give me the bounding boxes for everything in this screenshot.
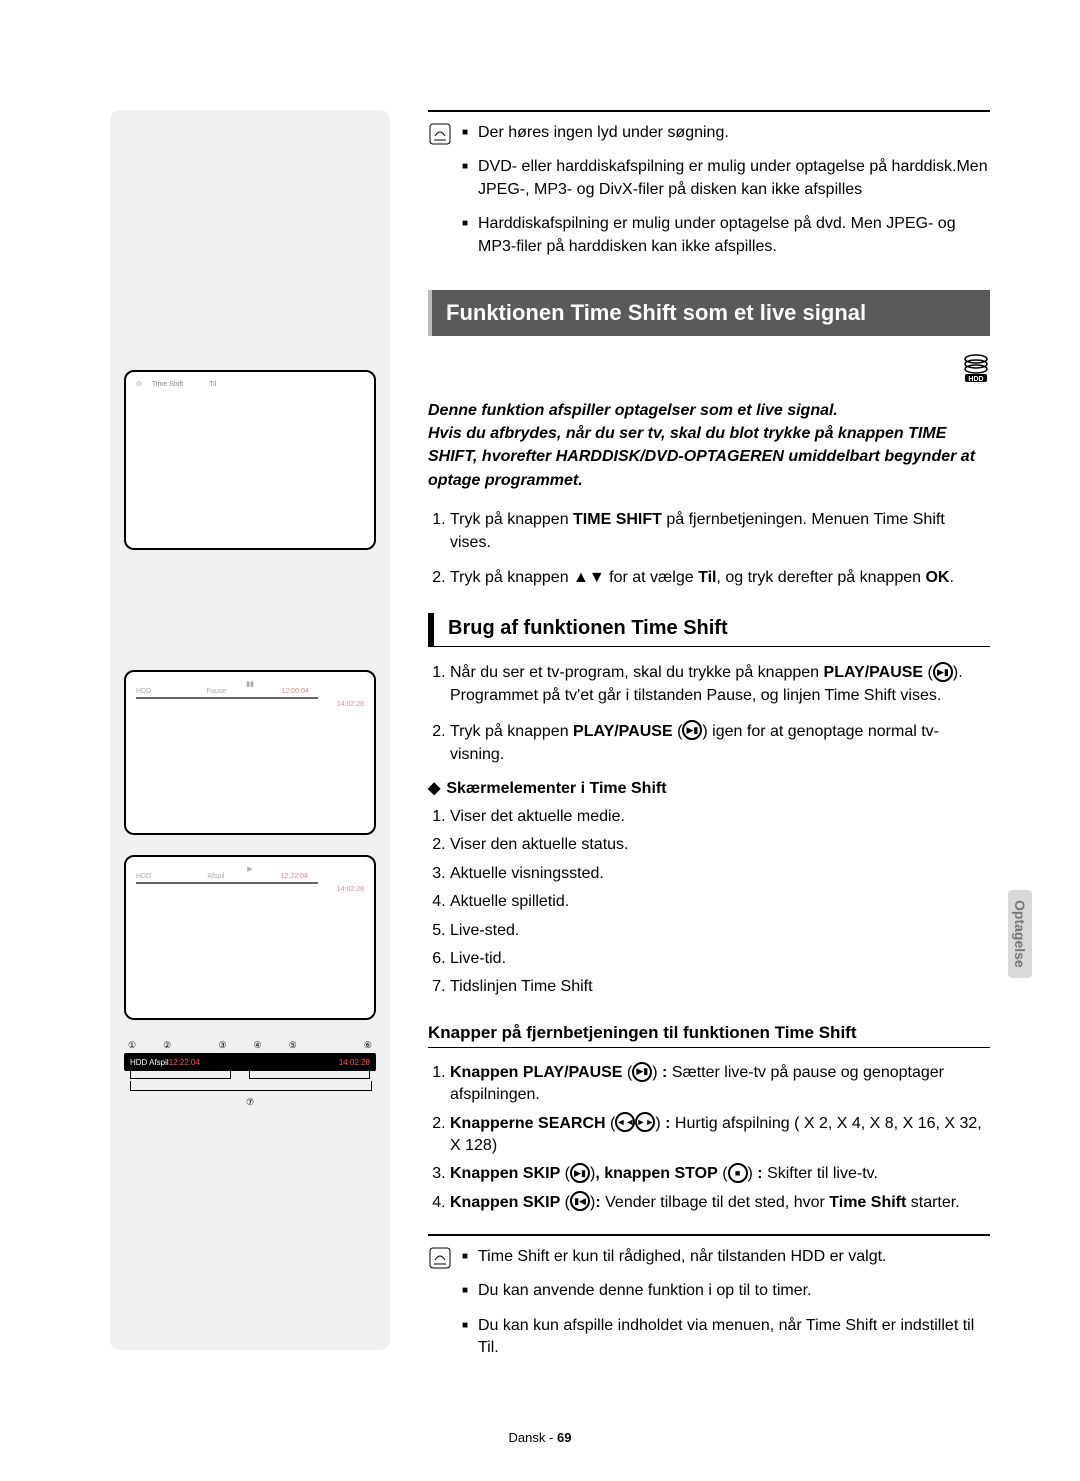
- list-item: Aktuelle spilletid.: [450, 891, 990, 913]
- screen3-hdd: HDD: [136, 873, 151, 880]
- diag-bar-t1: 12:22:04: [169, 1058, 200, 1067]
- list-item: Aktuelle visningssted.: [450, 863, 990, 885]
- step-item: Tryk på knappen ▲▼ for at vælge Til, og …: [450, 566, 990, 589]
- ffwd-icon: ►►: [635, 1112, 655, 1132]
- list-item: Knappen SKIP (▶▮), knappen STOP (■) : Sk…: [450, 1163, 990, 1185]
- screen2-t2: 14:02:28: [136, 701, 364, 708]
- screen3-t2: 14:02:28: [136, 886, 364, 893]
- list-item: Viser den aktuelle status.: [450, 834, 990, 856]
- list-item: Viser det aktuelle medie.: [450, 806, 990, 828]
- step-item: Når du ser et tv-program, skal du trykke…: [450, 661, 990, 707]
- rewind-icon: ◄◄: [615, 1112, 635, 1132]
- steps-b: Når du ser et tv-program, skal du trykke…: [428, 661, 990, 766]
- steps-a: Tryk på knappen TIME SHIFT på fjernbetje…: [428, 508, 990, 590]
- note-icon: [428, 1246, 452, 1270]
- heading-use-timeshift: Brug af funktionen Time Shift: [428, 613, 990, 647]
- list-item: Knappen SKIP (▮◀): Vender tilbage til de…: [450, 1192, 990, 1214]
- diag-n4: ④: [254, 1040, 262, 1051]
- diag-n2: ②: [163, 1040, 171, 1051]
- playpause-icon: ▶▮: [682, 720, 702, 740]
- skipfwd-icon: ▶▮: [570, 1163, 590, 1183]
- heading-remote-buttons: Knapper på fjernbetjeningen til funktion…: [428, 1023, 990, 1048]
- intro-text: Denne funktion afspiller optagelser som …: [428, 399, 990, 492]
- screen1-right: Til: [209, 381, 216, 388]
- section-side-tab: Optagelse: [1008, 890, 1032, 978]
- svg-text:HDD: HDD: [968, 376, 983, 383]
- screen3-t1: 12:22:04: [281, 873, 308, 880]
- step-item: Tryk på knappen PLAY/PAUSE (▶▮) igen for…: [450, 720, 990, 766]
- hdd-badge: HDD: [428, 354, 990, 389]
- screen2-t1: 12:00:04: [282, 688, 309, 695]
- screen1-left: Time Shift: [152, 381, 183, 388]
- left-illustration-column: ⊙ Time Shift Til ▮▮ HDD Pause 12:00:04 1…: [110, 110, 390, 1350]
- diag-n1: ①: [128, 1040, 136, 1051]
- tv-screen-1: ⊙ Time Shift Til: [124, 370, 376, 550]
- tv-screen-2: ▮▮ HDD Pause 12:00:04 14:02:28: [124, 670, 376, 835]
- playpause-icon: ▶▮: [632, 1062, 652, 1082]
- note-item: DVD- eller harddiskafspilning er mulig u…: [462, 156, 990, 201]
- sub-heading-screen-elements: Skærmelementer i Time Shift: [428, 778, 990, 798]
- tv-screen-3: ▶ HDD Afspil 12:22:04 14:02:28: [124, 855, 376, 1020]
- screen3-status: Afspil: [207, 873, 224, 880]
- list-item: Live-sted.: [450, 920, 990, 942]
- note-item: Time Shift er kun til rådighed, når tils…: [462, 1246, 990, 1268]
- screen2-hdd: HDD: [136, 688, 151, 695]
- top-note-block: Der høres ingen lyd under søgning. DVD- …: [428, 110, 990, 270]
- note-item: Du kan anvende denne funktion i op til t…: [462, 1280, 990, 1302]
- skipback-icon: ▮◀: [570, 1191, 590, 1211]
- diag-n5: ⑤: [289, 1040, 297, 1051]
- note-item: Du kan kun afspille indholdet via menuen…: [462, 1315, 990, 1360]
- main-content: Der høres ingen lyd under søgning. DVD- …: [410, 110, 990, 1421]
- screen2-status: Pause: [206, 688, 226, 695]
- heading-timeshift-live: Funktionen Time Shift som et live signal: [428, 290, 990, 336]
- screen-elements-list: Viser det aktuelle medie. Viser den aktu…: [428, 806, 990, 999]
- playpause-icon: ▶▮: [933, 662, 953, 682]
- list-item: Knappen PLAY/PAUSE (▶▮) : Sætter live-tv…: [450, 1062, 990, 1107]
- remote-buttons-list: Knappen PLAY/PAUSE (▶▮) : Sætter live-tv…: [428, 1062, 990, 1214]
- step-item: Tryk på knappen TIME SHIFT på fjernbetje…: [450, 508, 990, 554]
- list-item: Tidslinjen Time Shift: [450, 976, 990, 998]
- note-item: Der høres ingen lyd under søgning.: [462, 122, 990, 144]
- stop-icon: ■: [728, 1163, 748, 1183]
- diag-n7: ⑦: [124, 1097, 376, 1108]
- diag-bar-left: HDD Afspil: [130, 1058, 169, 1067]
- diag-bar-t2: 14:02:28: [339, 1058, 370, 1067]
- note-icon: [428, 122, 452, 146]
- footer-page: 69: [557, 1430, 571, 1445]
- page-footer: Dansk - 69: [0, 1430, 1080, 1445]
- diag-n3: ③: [218, 1040, 226, 1051]
- footer-lang: Dansk: [509, 1430, 546, 1445]
- note-item: Harddiskafspilning er mulig under optage…: [462, 213, 990, 258]
- timeshift-diagram: ① ② ③ ④ ⑤ ⑥ HDD Afspil 12:22:04 14:02:28…: [124, 1040, 376, 1108]
- diag-n6: ⑥: [364, 1040, 372, 1051]
- list-item: Knapperne SEARCH (◄◄►►) : Hurtig afspiln…: [450, 1113, 990, 1158]
- bottom-note-block: Time Shift er kun til rådighed, når tils…: [428, 1234, 990, 1372]
- list-item: Live-tid.: [450, 948, 990, 970]
